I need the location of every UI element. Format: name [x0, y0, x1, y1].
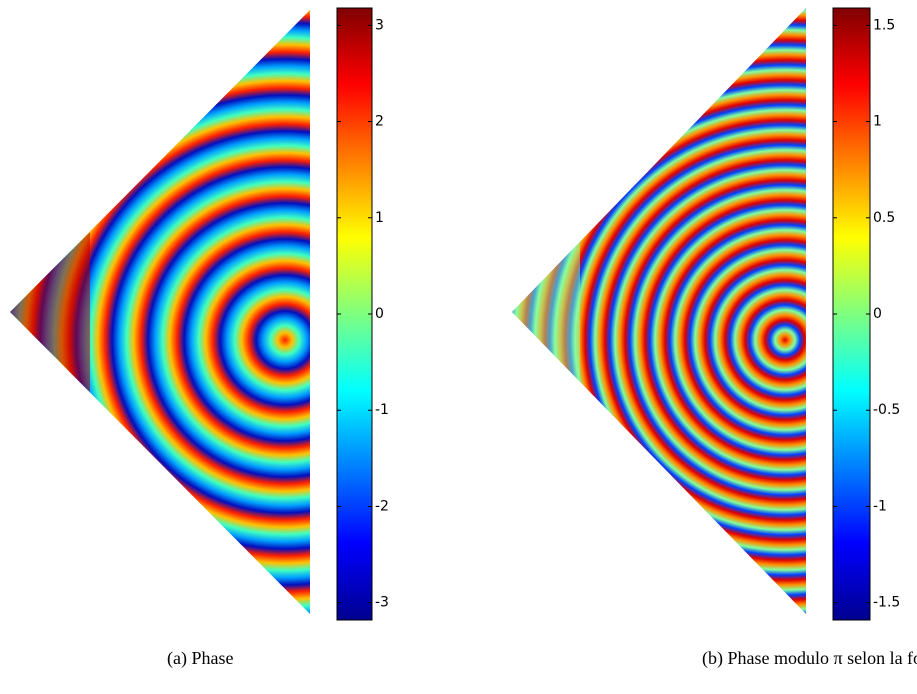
caption: (a) Phase — [167, 648, 233, 669]
colorbar — [336, 7, 373, 621]
tick-label: 2 — [375, 114, 384, 130]
caption-text: (b) Phase modulo π selon la formule ( — [702, 648, 917, 669]
tick-label: 1.5 — [873, 17, 895, 33]
tick-label: -2 — [375, 498, 389, 514]
tick-label: -1 — [375, 402, 389, 418]
tick-label: 0.5 — [873, 210, 895, 226]
tick-label: 0 — [375, 306, 384, 322]
tick-label: -1 — [873, 498, 887, 514]
tick-label: 1 — [873, 114, 882, 130]
tick-label: 1 — [375, 210, 384, 226]
phase-map-corner — [512, 242, 580, 382]
caption: (b) Phase modulo π selon la formule (C — [702, 648, 917, 669]
tick-label: -0.5 — [873, 402, 900, 418]
tick-label: -1.5 — [873, 595, 900, 611]
tick-label: -3 — [375, 595, 389, 611]
phase-map-corner — [10, 232, 90, 392]
phase-map — [10, 10, 310, 614]
phase-map — [512, 8, 806, 614]
tick-label: 3 — [375, 17, 384, 33]
colorbar — [832, 7, 871, 621]
tick-label: 0 — [873, 306, 882, 322]
